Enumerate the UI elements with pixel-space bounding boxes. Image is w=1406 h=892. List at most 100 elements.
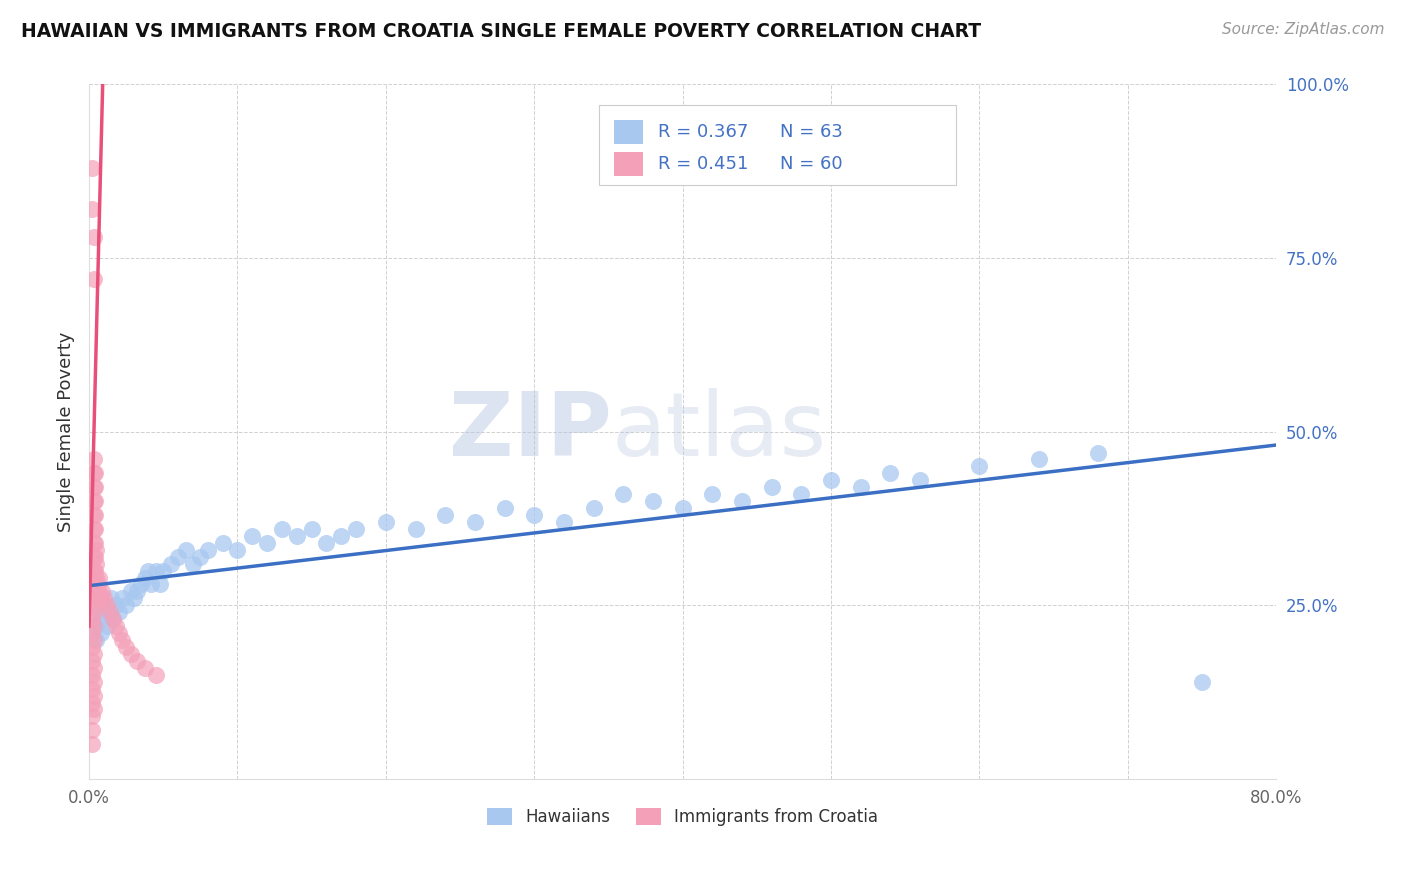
Point [83,619,105,633]
Point [138,564,160,578]
Point [120,647,142,661]
Point [83,674,105,689]
Text: Source: ZipAtlas.com: Source: ZipAtlas.com [1222,22,1385,37]
Point [96,599,118,613]
Point [731,494,754,508]
Legend: Hawaiians, Immigrants from Croatia: Hawaiians, Immigrants from Croatia [481,802,884,833]
Point [90,591,112,606]
Point [83,230,105,244]
Bar [614,153,644,177]
Point [86,584,108,599]
Point [83,564,105,578]
Point [315,536,337,550]
Point [86,542,108,557]
Point [80,626,103,640]
Point [197,542,219,557]
Point [125,584,148,599]
Point [84,467,107,481]
Point [83,522,105,536]
Point [83,702,105,716]
Point [100,591,122,606]
Point [86,599,108,613]
Point [84,494,107,508]
Point [83,452,105,467]
Point [84,522,107,536]
Point [464,515,486,529]
Text: R = 0.367: R = 0.367 [658,123,748,141]
Point [80,654,103,668]
Text: N = 63: N = 63 [780,123,842,141]
Point [405,522,427,536]
Point [641,494,664,508]
Text: atlas: atlas [612,388,827,475]
Point [145,564,167,578]
Point [301,522,323,536]
Text: ZIP: ZIP [449,388,612,475]
FancyBboxPatch shape [599,105,956,186]
Point [83,549,105,564]
Point [167,549,190,564]
Point [111,633,134,648]
Text: HAWAIIAN VS IMMIGRANTS FROM CROATIA SINGLE FEMALE POVERTY CORRELATION CHART: HAWAIIAN VS IMMIGRANTS FROM CROATIA SING… [21,22,981,41]
Point [80,723,103,738]
Point [91,612,114,626]
Point [115,599,138,613]
Point [152,564,174,578]
Point [90,626,112,640]
Point [879,467,901,481]
Point [86,570,108,584]
Point [84,508,107,522]
Point [83,467,105,481]
Point [83,605,105,619]
Point [271,522,294,536]
Point [125,654,148,668]
Point [84,549,107,564]
Point [849,480,872,494]
Point [188,549,211,564]
Point [908,473,931,487]
Point [494,501,516,516]
Point [80,696,103,710]
Point [83,661,105,675]
Point [83,480,105,494]
Point [98,605,121,619]
Point [80,681,103,696]
Point [93,591,115,606]
Point [83,591,105,606]
Bar [614,120,644,144]
Point [149,577,172,591]
Point [111,591,134,606]
Point [83,633,105,648]
Point [107,605,129,619]
Point [80,161,103,175]
Point [84,480,107,494]
Point [97,605,120,619]
Point [89,605,111,619]
Point [1191,674,1213,689]
Text: N = 60: N = 60 [780,155,842,173]
Point [285,529,308,543]
Point [84,536,107,550]
Point [96,619,118,633]
Point [790,487,813,501]
Point [87,591,110,606]
Point [122,591,145,606]
Point [83,536,105,550]
Point [86,619,108,633]
Point [80,202,103,217]
Point [101,612,124,626]
Y-axis label: Single Female Poverty: Single Female Poverty [58,332,75,532]
Point [83,494,105,508]
Point [820,473,842,487]
Point [969,459,991,474]
Point [83,508,105,522]
Point [91,584,114,599]
Point [80,667,103,681]
Point [612,487,634,501]
Point [80,640,103,654]
Point [134,570,156,584]
Point [86,557,108,571]
Point [141,577,163,591]
Point [145,667,167,681]
Point [80,612,103,626]
